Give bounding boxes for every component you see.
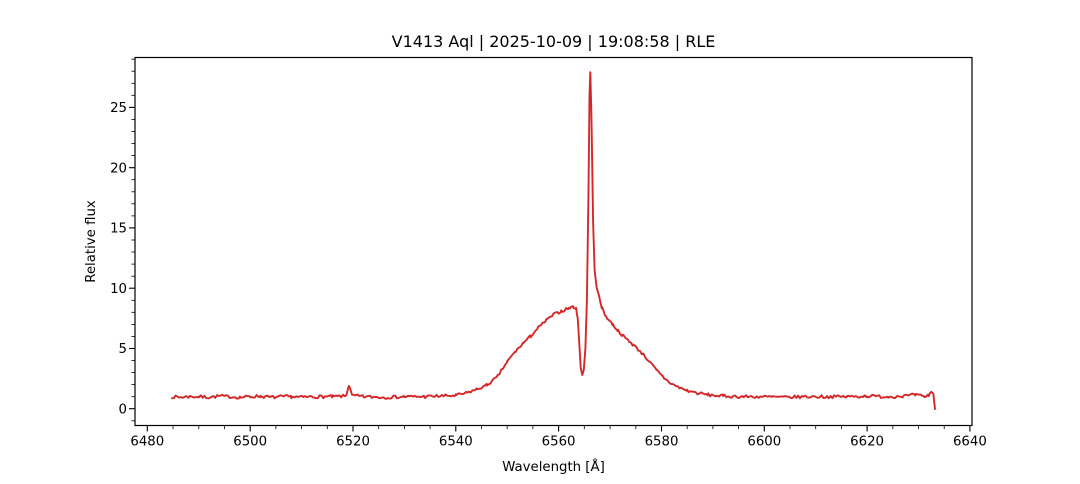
x-tick-label: 6520 [336,435,370,450]
x-tick-label: 6540 [439,435,473,450]
y-tick-label: 25 [110,101,127,116]
y-axis-label: Relative flux [84,200,99,283]
x-tick-label: 6500 [233,435,267,450]
x-tick-label: 6480 [130,435,164,450]
y-axis-major-ticks [129,106,135,410]
spectrum-line [171,71,936,411]
plot-area [134,56,973,427]
x-tick-label: 6560 [542,435,576,450]
x-axis-label: Wavelength [Å] [502,458,605,475]
x-tick-label: 6580 [645,435,679,450]
y-tick-label: 5 [119,342,127,357]
x-axis-major-ticks [146,425,971,432]
y-tick-label: 0 [119,402,127,417]
y-tick-label: 20 [110,161,127,176]
x-tick-label: 6600 [747,435,781,450]
x-tick-label: 6640 [953,435,987,450]
y-tick-label: 10 [110,282,127,297]
x-tick-label: 6620 [850,435,884,450]
x-axis-tick-labels: 6480 6500 6520 6540 6560 6580 6600 6620 6640 [130,435,986,450]
y-axis-tick-labels: 0 5 10 15 20 25 [110,101,127,417]
chart-title: V1413 Aql | 2025-10-09 | 19:08:58 | RLE [392,32,716,51]
y-tick-label: 15 [110,222,127,237]
